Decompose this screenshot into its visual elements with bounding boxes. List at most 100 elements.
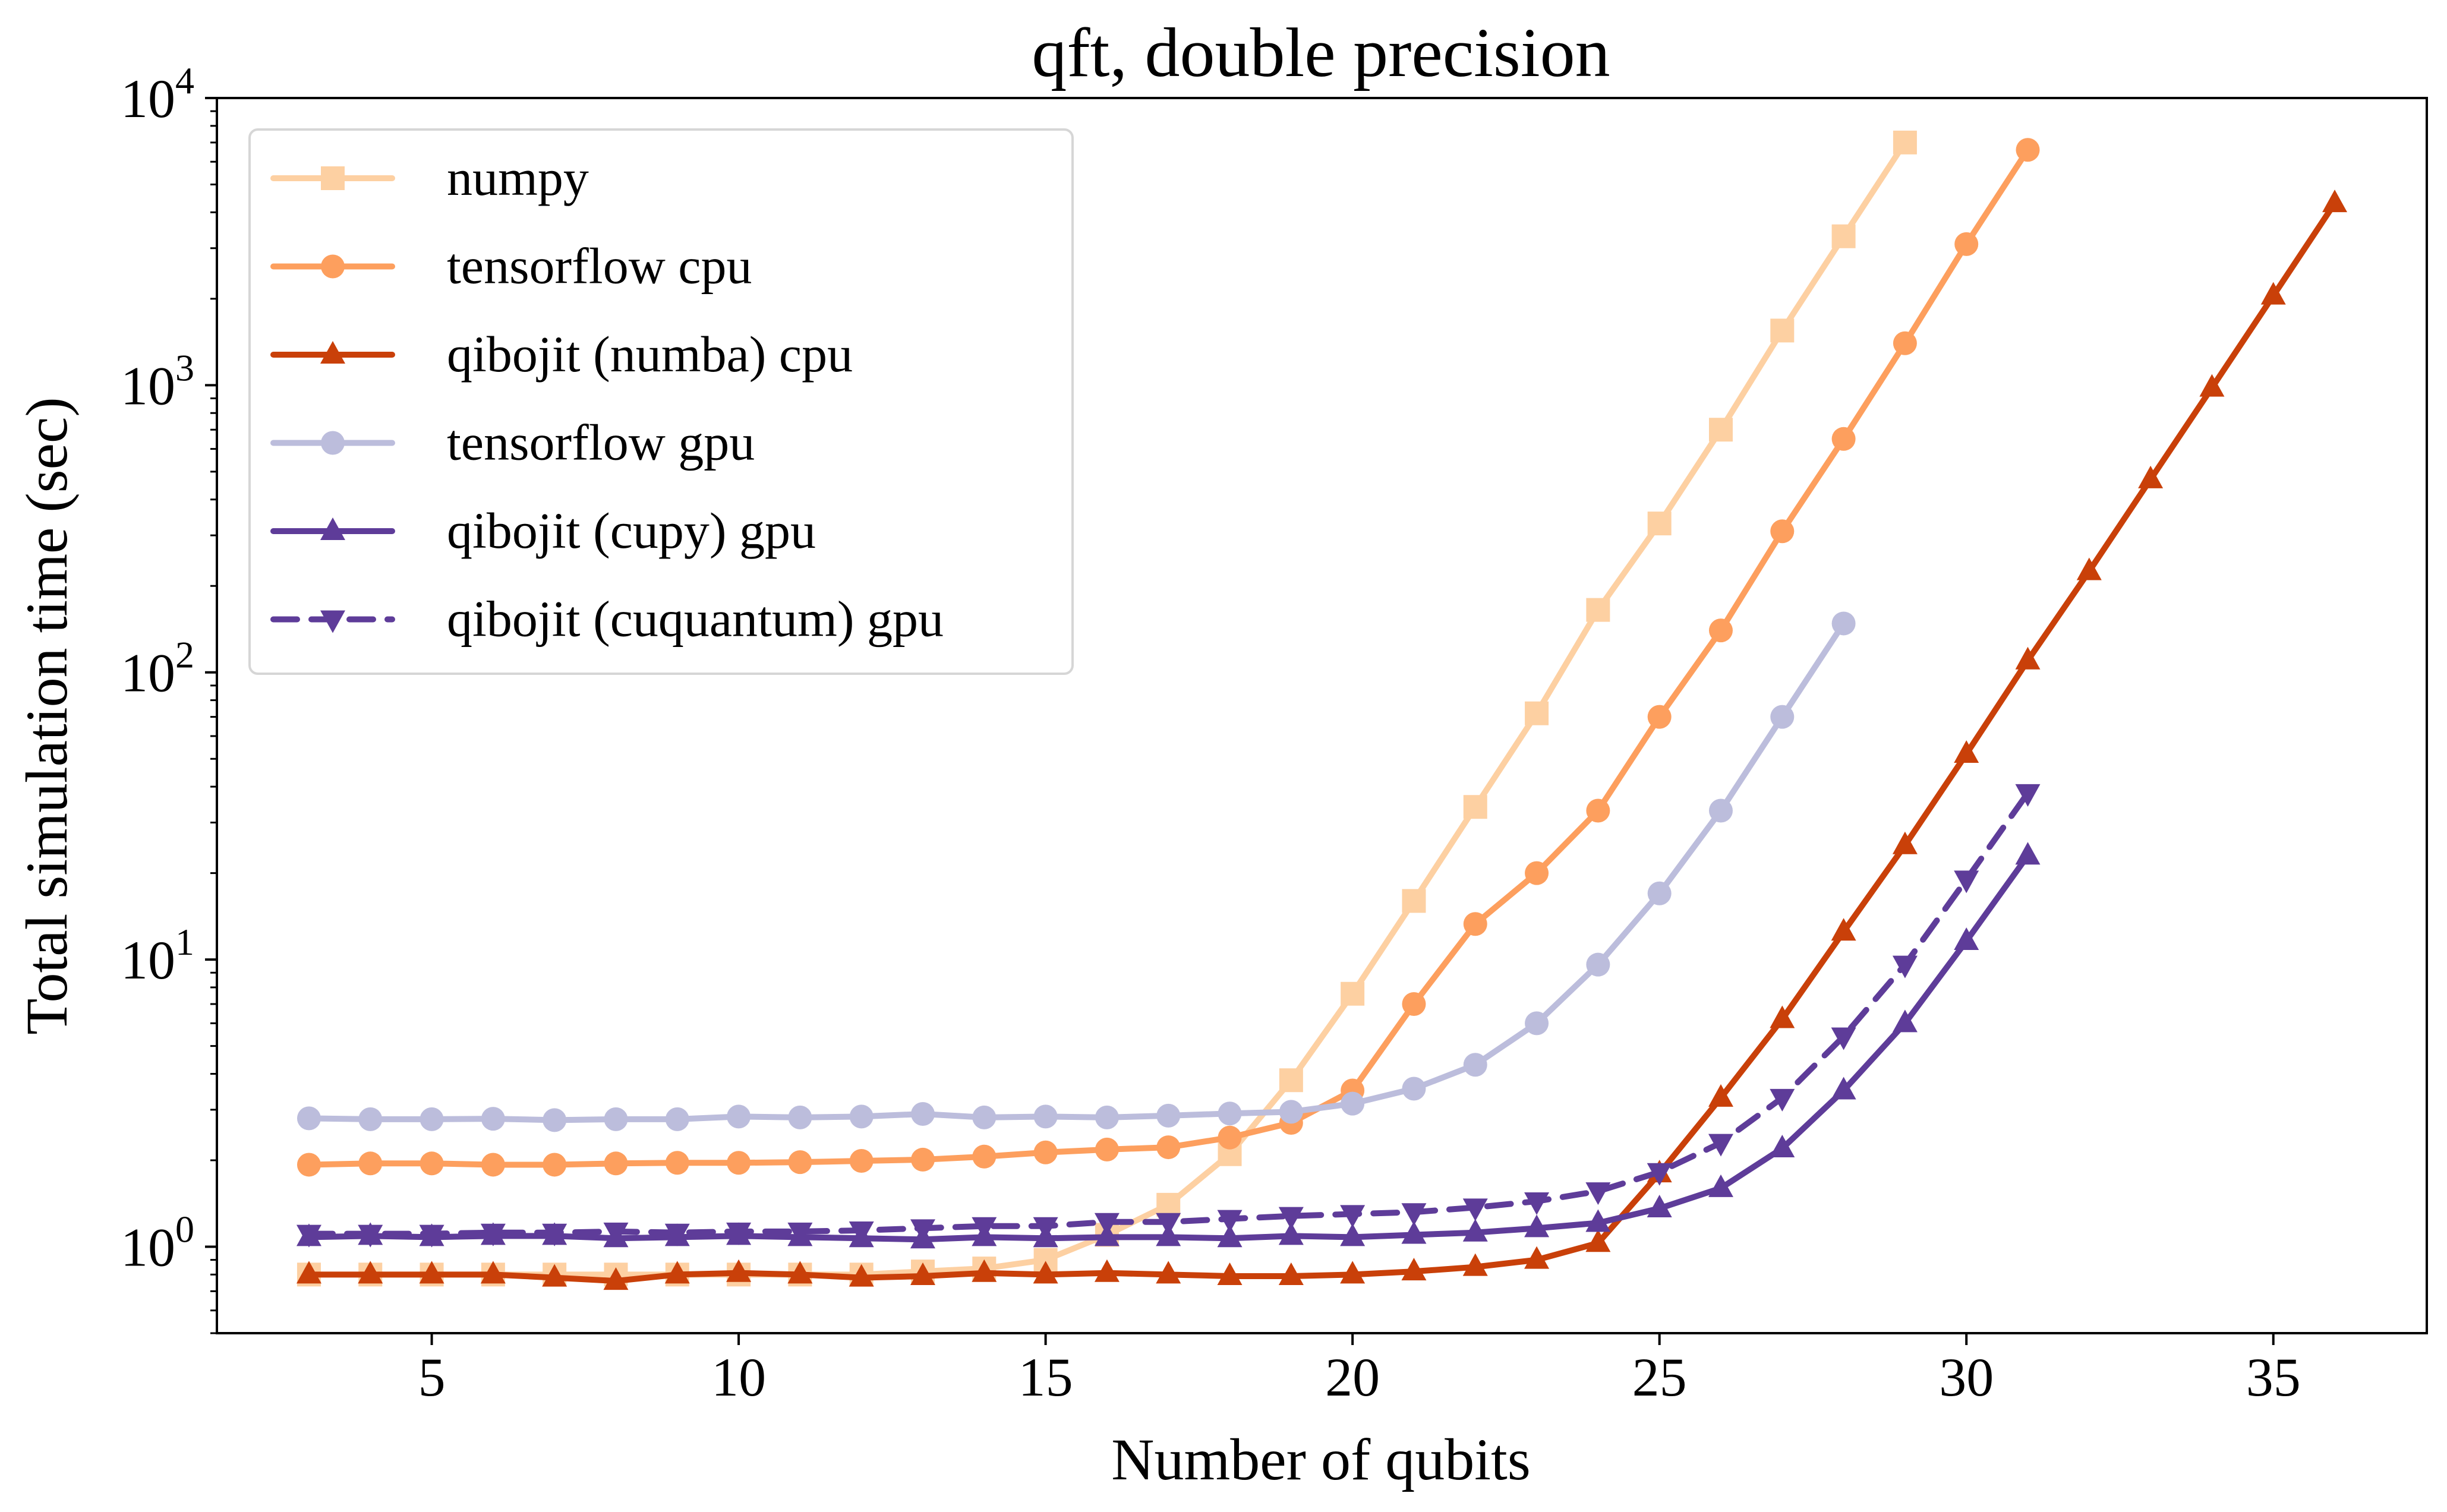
data-point xyxy=(1647,705,1672,729)
data-point xyxy=(1401,1258,1427,1281)
data-point xyxy=(1954,927,1979,950)
axis-ticks: 5 10 15 20 25 30 35 100 101 102 103 104 xyxy=(121,59,2301,1407)
legend-entry-5: qibojit (cupy) gpu xyxy=(270,502,816,559)
data-point xyxy=(1095,1137,1119,1161)
x-tick-label: 25 xyxy=(1632,1347,1687,1407)
data-point xyxy=(1585,1229,1611,1252)
data-point xyxy=(1462,1219,1488,1242)
data-point xyxy=(1462,1253,1488,1276)
legend-marker xyxy=(321,431,345,455)
data-point xyxy=(1033,1140,1058,1164)
y-tick-label: 104 xyxy=(121,59,194,129)
data-point xyxy=(1831,1027,1856,1050)
series-line xyxy=(305,853,2031,1243)
data-point xyxy=(297,1106,321,1131)
data-point xyxy=(1770,705,1795,729)
data-point xyxy=(1279,1068,1303,1093)
x-tick-label: 30 xyxy=(1939,1347,1994,1407)
data-point xyxy=(1647,1163,1672,1186)
data-point xyxy=(1954,870,1979,894)
data-point xyxy=(481,1107,505,1131)
data-point xyxy=(1156,1192,1181,1217)
data-point xyxy=(543,1108,567,1132)
data-point xyxy=(726,1259,752,1282)
data-point xyxy=(1217,1224,1243,1248)
data-point xyxy=(1831,427,1856,451)
series-line xyxy=(305,790,2031,1237)
data-point xyxy=(665,1151,689,1175)
data-point xyxy=(788,1105,812,1129)
data-point xyxy=(1525,861,1549,885)
data-point xyxy=(296,1261,321,1284)
data-point xyxy=(1156,1213,1181,1236)
data-point xyxy=(1892,955,1918,978)
data-point xyxy=(543,1153,567,1177)
data-point xyxy=(1094,1259,1120,1282)
y-tick-label: 100 xyxy=(121,1208,194,1277)
data-point xyxy=(604,1151,628,1176)
data-point xyxy=(1770,1134,1795,1157)
y-tick-label: 103 xyxy=(121,346,194,416)
legend-label: qibojit (numba) cpu xyxy=(447,326,853,383)
series-line xyxy=(305,200,2338,1284)
legend-marker xyxy=(321,254,345,279)
y-tick-label: 102 xyxy=(121,634,194,703)
data-point xyxy=(1831,224,1856,248)
legend-label: qibojit (cuquantum) gpu xyxy=(447,591,944,648)
data-point xyxy=(1831,1077,1856,1100)
data-point xyxy=(788,1150,812,1175)
series-layer xyxy=(296,130,2348,1290)
data-point xyxy=(1095,1105,1119,1129)
data-point xyxy=(1770,519,1795,544)
data-point xyxy=(1094,1213,1120,1236)
data-point xyxy=(1831,611,1856,636)
data-point xyxy=(481,1153,505,1177)
data-point xyxy=(1341,981,1365,1006)
legend-entry-4: tensorflow gpu xyxy=(270,414,755,471)
plot-area-frame xyxy=(216,97,2428,1334)
data-point xyxy=(1708,798,1733,823)
data-point xyxy=(1033,1217,1058,1240)
data-point xyxy=(1401,1203,1427,1226)
data-point xyxy=(2138,465,2164,488)
data-point xyxy=(787,1261,813,1284)
data-point xyxy=(1586,798,1610,823)
data-point xyxy=(1647,512,1672,536)
data-point xyxy=(1156,1103,1181,1128)
data-point xyxy=(603,1267,629,1290)
data-point xyxy=(1340,1205,1366,1228)
legend-marker xyxy=(320,517,345,540)
data-point xyxy=(1770,1005,1795,1028)
data-point xyxy=(1278,1207,1304,1230)
legend-marker xyxy=(320,610,345,633)
data-point xyxy=(727,1104,751,1129)
data-point xyxy=(911,1101,935,1126)
legend-box xyxy=(248,128,1074,675)
data-point xyxy=(849,1264,874,1287)
data-point xyxy=(1217,1262,1243,1285)
data-point xyxy=(420,1107,444,1131)
data-point xyxy=(1586,952,1610,977)
data-point xyxy=(726,1222,752,1245)
data-point xyxy=(1033,1104,1058,1129)
data-point xyxy=(419,1261,444,1284)
data-point xyxy=(910,1219,936,1242)
data-point xyxy=(1463,795,1487,819)
legend-label: tensorflow cpu xyxy=(447,238,752,295)
data-point xyxy=(1463,1053,1487,1077)
data-point xyxy=(358,1261,383,1284)
data-point xyxy=(2260,282,2286,305)
data-point xyxy=(1278,1222,1304,1245)
legend: numpy tensorflow cpu qibojit (numba) cpu te… xyxy=(248,128,1074,675)
data-point xyxy=(1831,918,1856,941)
data-point xyxy=(1770,318,1795,343)
data-point xyxy=(849,1221,874,1244)
legend-marker xyxy=(320,341,345,364)
data-point xyxy=(1279,1100,1303,1124)
data-point xyxy=(604,1107,628,1131)
data-point xyxy=(1033,1261,1058,1284)
legend-marker xyxy=(321,166,345,190)
series-3 xyxy=(296,190,2348,1290)
data-point xyxy=(1647,881,1672,905)
